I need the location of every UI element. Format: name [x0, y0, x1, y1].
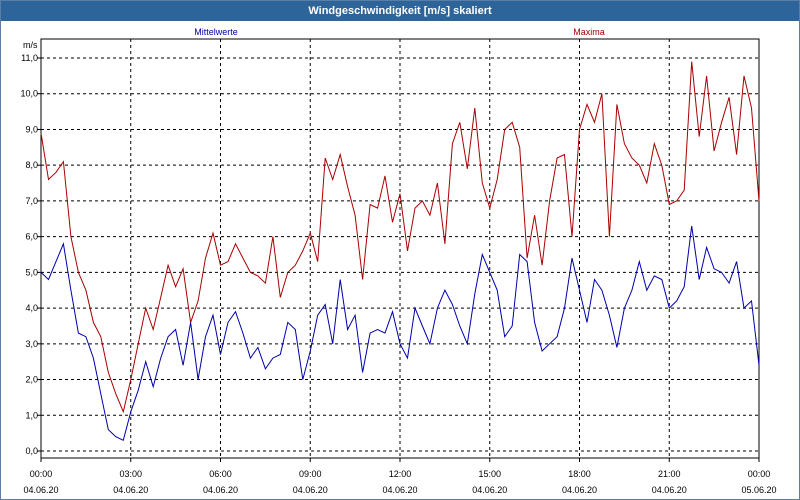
- y-tick-label: 1,0: [25, 410, 38, 420]
- x-tick-date: 04.06.20: [382, 485, 417, 495]
- x-tick-time: 15:00: [478, 469, 501, 479]
- x-tick-time: 00:00: [30, 469, 53, 479]
- x-tick-date: 04.06.20: [293, 485, 328, 495]
- y-tick-label: 4,0: [25, 303, 38, 313]
- y-tick-label: 2,0: [25, 375, 38, 385]
- x-tick-date: 05.06.20: [741, 485, 776, 495]
- x-tick-time: 18:00: [568, 469, 591, 479]
- y-tick-label: 11,0: [21, 53, 38, 63]
- x-tick-date: 04.06.20: [203, 485, 238, 495]
- x-tick-date: 04.06.20: [113, 485, 148, 495]
- wind-speed-chart: 0,0 1,0 2,0 3,0 4,0 5,0 6,0 7,0 8,0 9,0 10,0 11,0 0…: [20, 27, 777, 495]
- y-tick-label: 10,0: [20, 89, 38, 99]
- x-tick-time: 09:00: [299, 469, 322, 479]
- y-tick-label: 5,0: [25, 267, 38, 277]
- y-tick-label: 9,0: [25, 124, 38, 134]
- series-line-mittelwerte: [40, 225, 760, 442]
- y-axis: 0,0 1,0 2,0 3,0 4,0 5,0 6,0 7,0 8,0 9,0 10,0 11,0: [20, 53, 41, 456]
- x-tick-time: 21:00: [658, 469, 681, 479]
- x-tick-date: 04.06.20: [472, 485, 507, 495]
- window-title: Windgeschwindigkeit [m/s] skaliert: [1, 1, 799, 21]
- series-lines: [40, 61, 760, 442]
- y-tick-label: 3,0: [25, 339, 38, 349]
- grid: [41, 39, 759, 458]
- y-tick-label: 7,0: [25, 196, 38, 206]
- x-tick-time: 12:00: [389, 469, 412, 479]
- legend-maxima: Maxima: [573, 27, 605, 37]
- x-tick-time: 06:00: [209, 469, 232, 479]
- legend: Mittelwerte Maxima: [194, 27, 605, 37]
- y-tick-label: 6,0: [25, 232, 38, 242]
- y-axis-label: m/s: [23, 40, 38, 50]
- y-tick-label: 8,0: [25, 160, 38, 170]
- x-tick-time: 00:00: [748, 469, 771, 479]
- series-line-maxima: [40, 61, 760, 414]
- x-tick-time: 03:00: [119, 469, 142, 479]
- legend-mittelwerte: Mittelwerte: [194, 27, 238, 37]
- x-tick-date: 04.06.20: [23, 485, 58, 495]
- x-tick-date: 04.06.20: [562, 485, 597, 495]
- y-tick-label: 0,0: [25, 446, 38, 456]
- x-axis: 00:00 04.06.20 03:00 04.06.20 06:00 04.06.20 0…: [23, 458, 777, 495]
- x-tick-date: 04.06.20: [652, 485, 687, 495]
